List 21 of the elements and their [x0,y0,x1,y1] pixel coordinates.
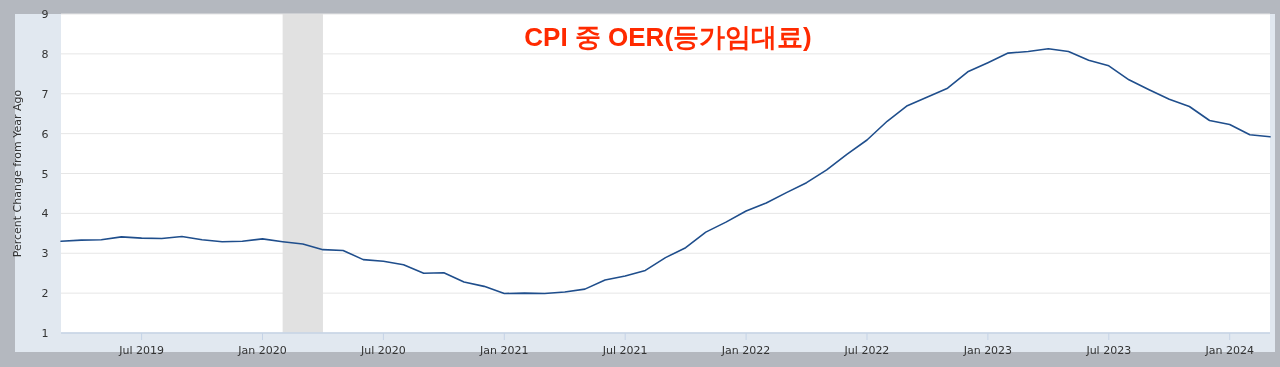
y-tick-label: 2 [41,287,49,301]
y-tick-label: 3 [41,247,49,261]
x-tick-label: Jul 2019 [118,344,164,357]
x-tick-label: Jan 2022 [720,344,771,357]
x-tick-label: Jan 2023 [962,344,1013,357]
x-tick-label: Jul 2023 [1085,344,1132,357]
y-tick-label: 4 [41,207,49,221]
y-tick-label: 6 [41,127,49,141]
x-tick-label: Jul 2022 [843,344,890,357]
y-tick-label: 5 [41,167,49,181]
chart-title: CPI 중 OER(등가임대료) [524,22,812,52]
y-tick-label: 8 [41,47,49,61]
y-tick-label: 7 [41,87,49,101]
x-tick-label: Jul 2020 [360,344,406,357]
y-tick-label: 1 [41,327,49,340]
x-tick-label: Jan 2021 [479,344,529,357]
y-axis-title: Percent Change from Year Ago [11,89,24,258]
x-tick-label: Jan 2024 [1204,344,1254,357]
y-tick-label: 9 [41,8,49,21]
x-tick-label: Jul 2021 [601,344,648,357]
x-tick-label: Jan 2020 [237,344,287,357]
